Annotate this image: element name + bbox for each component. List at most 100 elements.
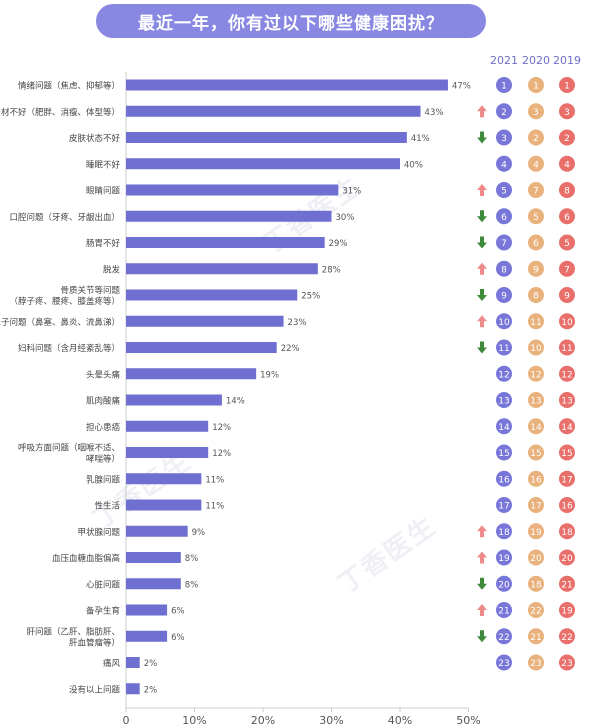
rank-badge-number: 9 (501, 292, 507, 302)
category-label: （脖子疼、腰疼、膝盖疼等） (9, 296, 120, 307)
rank-badge-circle (528, 392, 544, 408)
rank-badge-number: 9 (533, 265, 539, 275)
rank-badge-number: 3 (564, 108, 570, 118)
bar (126, 263, 318, 275)
category-label: 眼睛问题 (86, 186, 121, 197)
rank-badge-circle (559, 470, 575, 487)
bar (126, 184, 339, 196)
rank-badge-number: 11 (498, 344, 509, 354)
bar (126, 394, 222, 406)
rank-badge-circle (496, 392, 512, 408)
category-label: 性生活 (94, 501, 120, 512)
rank-badge-circle (496, 287, 512, 303)
rank-badge-number: 12 (498, 370, 509, 380)
category-label: 没有以上问题 (69, 684, 121, 695)
category-label: 心脏问题 (86, 579, 121, 590)
x-tick-label: 40% (388, 714, 412, 727)
rank-badge-number: 5 (501, 187, 507, 197)
rank-badge-circle (528, 523, 544, 540)
x-tick-label: 50% (456, 714, 480, 727)
rank-badge-number: 18 (561, 528, 573, 538)
value-label: 8% (185, 554, 199, 564)
bar (126, 657, 140, 668)
value-label: 28% (322, 265, 341, 275)
rank-badge-number: 6 (564, 213, 570, 223)
rank-badge-number: 2 (501, 108, 507, 118)
year-header-2020: 2020 (522, 54, 550, 67)
value-label: 6% (171, 607, 185, 617)
rank-badge-number: 1 (533, 82, 539, 92)
value-label: 43% (425, 108, 444, 118)
rank-badge-circle (559, 208, 575, 225)
trend-up-arrow (477, 551, 487, 564)
trend-down-arrow (477, 289, 487, 301)
rank-badge-circle (559, 155, 575, 172)
trend-down-arrow (477, 131, 487, 144)
rank-badge-number: 19 (561, 607, 573, 617)
rank-badge-circle (559, 444, 575, 461)
year-header-2021: 2021 (490, 54, 518, 67)
rank-badge-number: 3 (501, 134, 507, 144)
rank-badge-circle (559, 339, 575, 356)
rank-badge-number: 6 (501, 213, 507, 223)
rank-badge-circle (496, 77, 512, 93)
rank-badge-circle (528, 313, 544, 330)
trend-up-arrow (477, 315, 487, 328)
rank-badge-circle (496, 418, 512, 435)
category-label: 身材不好（肥胖、消瘦、体型等） (0, 107, 120, 118)
rank-badge-number: 14 (530, 423, 542, 433)
rank-badge-circle (528, 628, 544, 645)
rank-badge-circle (496, 575, 512, 592)
category-label: 担心患癌 (86, 422, 121, 433)
rank-badge-number: 22 (561, 633, 572, 643)
rank-badge-circle (559, 234, 575, 251)
bar (126, 473, 202, 485)
rank-badge-circle (496, 313, 512, 330)
rank-badge-number: 21 (498, 607, 509, 617)
rank-badge-number: 1 (501, 82, 507, 92)
rank-badge-circle (496, 549, 512, 566)
rank-badge-circle (559, 129, 575, 146)
category-label: 骨质关节等问题 (60, 285, 120, 296)
category-label: 肝问题（乙肝、脂肪肝、 (26, 626, 120, 637)
category-label: 痛风 (103, 658, 121, 669)
value-label: 47% (452, 82, 471, 92)
rank-badge-number: 4 (564, 160, 570, 170)
rank-badge-circle (559, 365, 575, 382)
value-label: 9% (192, 528, 206, 538)
rank-badge-circle (559, 77, 575, 93)
bar (126, 368, 257, 380)
rank-badge-circle (528, 418, 544, 435)
rank-badge-number: 23 (561, 659, 572, 669)
rank-badge-circle (496, 497, 512, 513)
rank-badge-circle (496, 182, 512, 198)
rank-badge-circle (559, 260, 575, 277)
trend-down-arrow (477, 577, 487, 590)
rank-badge-number: 7 (501, 239, 507, 249)
bar (126, 578, 181, 590)
rank-badge-number: 16 (561, 502, 573, 512)
year-header-2019: 2019 (553, 54, 581, 67)
rank-badge-circle (496, 628, 512, 645)
rank-badge-number: 20 (498, 580, 510, 590)
bar (126, 420, 209, 432)
rank-badge-circle (496, 103, 512, 120)
category-label: 情绪问题（焦虑、抑郁等） (18, 81, 120, 92)
bar (126, 105, 421, 117)
bar (126, 237, 325, 248)
rank-badge-number: 19 (530, 528, 542, 538)
value-label: 12% (212, 423, 231, 433)
x-tick-label: 10% (182, 714, 206, 727)
category-label: 乳腺问题 (86, 474, 121, 485)
rank-badge-number: 17 (561, 475, 572, 485)
value-label: 11% (205, 502, 224, 512)
rank-badge-number: 11 (561, 344, 572, 354)
rank-badge-number: 9 (564, 292, 570, 302)
rank-badge-circle (528, 575, 544, 592)
category-label: 血压血糖血脂偏高 (52, 553, 120, 564)
rank-badge-circle (496, 129, 512, 146)
rank-badge-number: 5 (533, 213, 539, 223)
x-tick-label: 0 (123, 714, 130, 727)
trend-down-arrow (477, 630, 487, 643)
value-label: 14% (226, 397, 245, 407)
